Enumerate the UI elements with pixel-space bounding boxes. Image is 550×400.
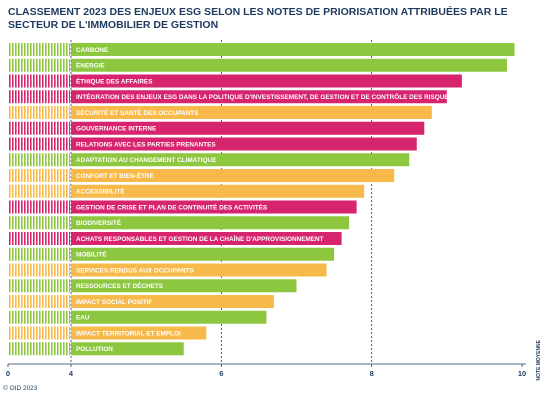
- x-axis: 0 4 6 8 10: [6, 363, 526, 378]
- bar: [71, 106, 432, 119]
- bar-label: SERVICES RENDUS AUX OCCUPANTS: [76, 267, 195, 274]
- bar: [71, 295, 274, 308]
- bar: [71, 43, 515, 56]
- copyright-footer: © OID 2023: [3, 385, 38, 392]
- bar: [71, 232, 342, 245]
- bar-stub: [8, 74, 70, 88]
- bar-label: ADAPTATION AU CHANGEMENT CLIMATIQUE: [76, 157, 217, 164]
- bar: [71, 263, 327, 277]
- bar-stub: [8, 295, 70, 308]
- bar: [71, 310, 267, 324]
- bar-label: RELATIONS AVEC LES PARTIES PRENANTES: [76, 141, 216, 148]
- bar: [71, 279, 297, 293]
- bar-stub: [8, 184, 70, 198]
- bar-label: EAU: [76, 315, 90, 322]
- bar-stub: [8, 169, 70, 182]
- bar-stub: [8, 90, 70, 104]
- bar-label: ÉTHIQUE DES AFFAIRES: [76, 76, 153, 85]
- bar: [71, 137, 417, 151]
- bar: [71, 169, 395, 182]
- x-tick-label: 0: [6, 369, 10, 378]
- bar-stub: [8, 247, 70, 261]
- bar-stub: [8, 232, 70, 245]
- bar-label: INTÉGRATION DES ENJEUX ESG DANS LA POLIT…: [76, 92, 454, 101]
- bar-stub: [8, 279, 70, 293]
- bar-stub: [8, 137, 70, 151]
- bar: [71, 342, 184, 356]
- bar-stub: [8, 263, 70, 277]
- bar-stub: [8, 121, 70, 135]
- bar-label: CONFORT ET BIEN-ÊTRE: [76, 171, 154, 180]
- chart-title: CLASSEMENT 2023 DES ENJEUX ESG SELON LES…: [8, 6, 508, 31]
- bar-stub: [8, 58, 70, 72]
- bar-label: ACCESSIBILITÉ: [76, 187, 125, 196]
- bar-label: SÉCURITÉ ET SANTÉ DES OCCUPANTS: [76, 108, 199, 117]
- bar-label: RESSOURCES ET DÉCHETS: [76, 281, 164, 290]
- bar-label: IMPACT TERRITORIAL ET EMPLOI: [76, 330, 181, 337]
- bar: [71, 58, 507, 72]
- bar: [71, 74, 462, 88]
- bar-label: BIODIVERSITÉ: [76, 218, 122, 227]
- bar: [71, 200, 357, 214]
- x-tick-label: 8: [370, 369, 374, 378]
- bar: [71, 153, 410, 167]
- bar-label: GOUVERNANCE INTERNE: [76, 126, 157, 133]
- bar: [71, 184, 365, 198]
- bar: [71, 326, 207, 340]
- bar-label: GESTION DE CRISE ET PLAN DE CONTINUITÉ D…: [76, 202, 268, 211]
- bar-label: ÉNERGIE: [76, 61, 106, 70]
- x-tick-label: 4: [69, 369, 74, 378]
- bars: CARBONE ÉNERGIE ÉTHIQUE DES AFFAIRES INTÉGR…: [8, 43, 515, 356]
- bar: [71, 216, 350, 230]
- bar-stub: [8, 106, 70, 119]
- bar-label: POLLUTION: [76, 346, 113, 353]
- x-tick-label: 6: [219, 369, 223, 378]
- bar-stub: [8, 326, 70, 340]
- x-axis-label: NOTE MOYENNE: [536, 340, 542, 381]
- bar-label: ACHATS RESPONSABLES ET GESTION DE LA CHA…: [76, 234, 324, 243]
- bar-stub: [8, 43, 70, 56]
- bar-stub: [8, 153, 70, 167]
- bar-label: MOBILITÉ: [76, 250, 107, 259]
- bar-label: IMPACT SOCIAL POSITIF: [76, 299, 153, 306]
- bar-stub: [8, 200, 70, 214]
- bar: [71, 90, 447, 104]
- bar: [71, 121, 425, 135]
- bar-stub: [8, 310, 70, 324]
- x-tick-label: 10: [518, 369, 526, 378]
- bar-stub: [8, 216, 70, 230]
- bar: [71, 247, 335, 261]
- bar-label: CARBONE: [76, 47, 109, 54]
- bar-stub: [8, 342, 70, 356]
